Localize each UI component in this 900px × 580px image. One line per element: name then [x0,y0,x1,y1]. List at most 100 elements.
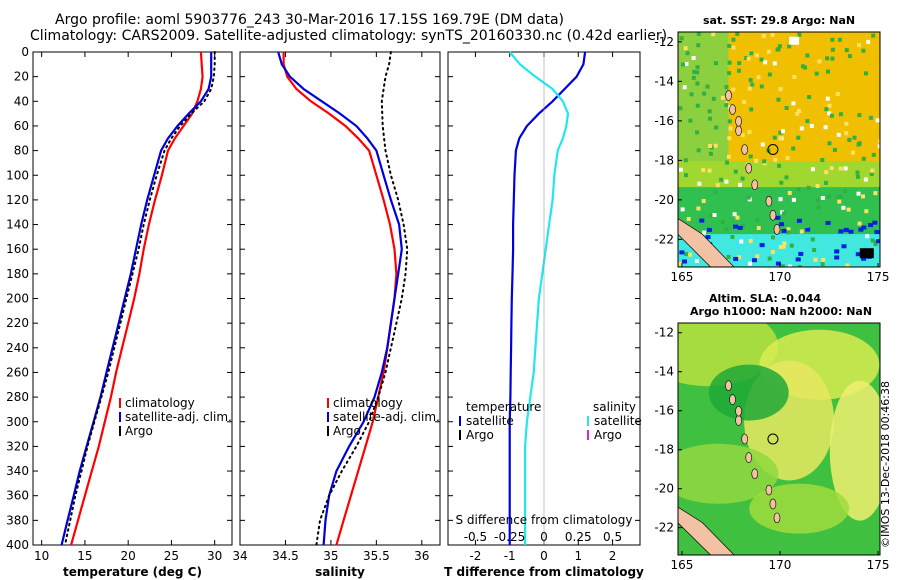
sst-pixel [857,113,862,117]
temperature-panel: 0 20 40 60 80 100 120 140 160 180 200 220 240 260 280 3… [6,45,233,579]
depth-tick-label: 120 [6,193,29,207]
sst-pixel [787,44,792,49]
differences-series-salinity-satellite [508,51,570,545]
sst-pixel [711,32,716,37]
sst-pixel [863,177,868,182]
island-land [765,195,773,207]
sst-pixel [705,84,710,89]
salinity-diff-tick-label: -0.5 [464,530,487,544]
salinity-legend-label: Argo [333,424,361,438]
sst-pixel [767,72,772,77]
sla-anomaly-blob [708,364,789,421]
sst-pixel [836,132,841,137]
sst-pixel [680,207,685,212]
sst-pixel [684,252,689,257]
sst-pixel [754,158,759,163]
sst-pixel [748,78,753,83]
sst-pixel [720,220,725,224]
depth-tick-label: 100 [6,168,29,182]
sst-pixel [713,190,718,195]
difference-xlabel-top: S difference from climatology [456,513,633,527]
sst-pixel [829,166,834,170]
imos-credit: ©IMOS 13-Dec-2018 00:46:38 [879,381,892,548]
sst-pixel [778,245,783,249]
salinity-legend-label: climatology [333,396,403,410]
sst-pixel [857,141,862,146]
sst-pixel [692,69,697,74]
sst-lat-label: -16 [654,114,674,128]
temperature-xtick-label: 10 [34,549,49,563]
sst-pixel [861,194,865,199]
sst-pixel [871,33,876,38]
sst-pixel [835,92,840,96]
sst-pixel [773,157,778,162]
sst-pixel [767,256,772,261]
sst-pixel-blue [874,230,880,235]
sst-pixel [724,179,729,184]
sst-pixel [744,56,749,60]
sst-pixel [686,217,691,221]
sst-pixel-blue [868,223,874,228]
sst-pixel [737,61,742,66]
differences-xlabel: T difference from climatology [444,565,644,579]
sst-pixel [746,56,751,61]
sst-pixel [810,167,815,172]
temperature-series-argo [64,51,216,546]
island-land [729,394,736,405]
sst-lat-label: -22 [654,232,674,246]
sst-pixel [708,151,713,156]
sst-pixel [696,43,701,48]
sst-pixel [711,96,716,101]
island-land [735,125,742,136]
sst-pixel [799,229,804,234]
sst-pixel [847,137,852,142]
sst-pixel [679,36,684,41]
sla-map-title-line2: Argo h1000: NaN h2000: NaN [690,305,873,318]
sst-pixel [877,144,880,149]
depth-tick-label: 0 [21,45,29,59]
sst-pixel [857,43,861,48]
temperature-xtick-label: 15 [77,549,92,563]
argo-location-marker [767,144,779,155]
sst-pixel [720,95,725,100]
sst-pixel [735,215,740,220]
island-land [773,512,781,524]
sst-pixel [796,187,801,192]
sst-pixel [727,44,732,48]
salinity-diff-legend-label: Argo [594,428,622,442]
island-land [735,415,742,426]
island-land [745,163,753,174]
temperature-xtick-label: 20 [121,549,136,563]
sst-pixel [737,255,741,260]
salinity-xtick-label: 36 [414,549,429,563]
sst-pixel [682,85,687,90]
sst-map-frame [677,31,881,268]
sst-pixel [696,32,701,36]
salinity-panel: 34 34.5 35 35.5 36 salinity climatologysatelli… [232,51,441,579]
sst-pixel [857,221,862,226]
sst-pixel [845,263,850,267]
sst-map-field [678,32,880,267]
sst-pixel [837,37,842,42]
sst-pixel-blue [779,222,785,227]
sst-pixel-blue [707,227,712,232]
sst-pixel [791,146,796,151]
sst-pixel [719,177,724,182]
sst-pixel [878,186,880,191]
sst-pixel [830,47,835,52]
sst-pixel [784,106,789,110]
sst-pixel [696,206,701,211]
sst-pixel [809,124,814,128]
sst-pixel [762,159,767,164]
sst-pixel [812,248,817,252]
sst-pixel [782,211,787,216]
sst-pixel [694,259,699,263]
sst-pixel [737,68,741,73]
sst-pixel-blue [834,249,840,254]
sst-pixel [870,238,875,243]
depth-tick-label: 220 [6,316,29,330]
sla-lat-label: -20 [654,482,674,496]
sst-pixel [820,262,825,267]
sst-pixel [708,116,712,121]
sst-pixel [855,174,860,179]
